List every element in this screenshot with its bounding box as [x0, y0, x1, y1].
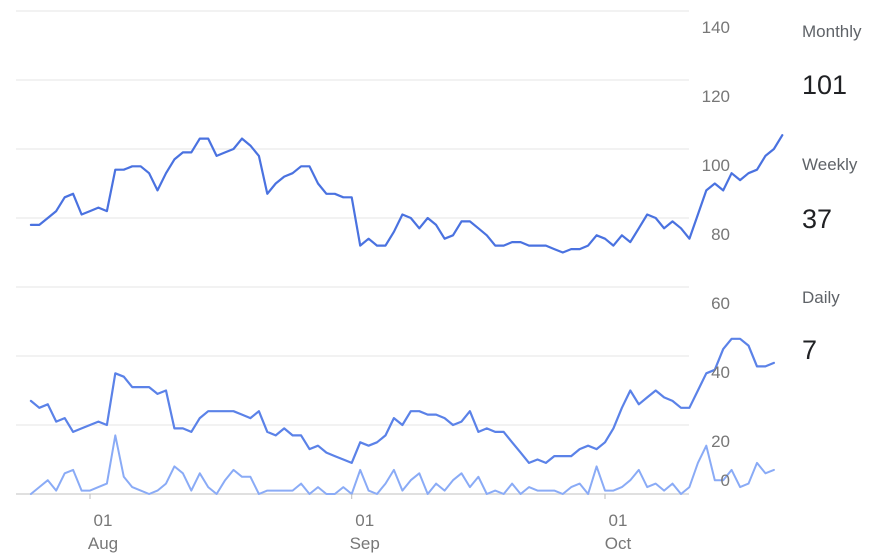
weekly-value: 37	[802, 204, 833, 234]
grid	[16, 10, 689, 495]
weekly-label: Weekly	[802, 155, 858, 174]
y-tick-label: 120	[702, 87, 730, 106]
x-tick-day: 01	[609, 511, 628, 530]
daily-value: 7	[802, 335, 818, 365]
x-tick-month: Aug	[88, 534, 118, 553]
series-lines	[29, 134, 784, 495]
x-tick-month: Oct	[605, 534, 632, 553]
daily-label: Daily	[802, 288, 840, 307]
y-tick-label: 20	[711, 432, 730, 451]
stats-panel: Monthly 101 Weekly 37 Daily 7	[802, 0, 893, 557]
x-axis: 01 Aug 01 Sep 01 Oct	[88, 494, 632, 553]
y-tick-label: 80	[711, 225, 730, 244]
y-tick-label: 0	[721, 471, 730, 490]
x-tick-month: Sep	[350, 534, 380, 553]
monthly-value: 101	[802, 70, 848, 100]
series-line-monthly	[29, 134, 784, 254]
y-tick-label: 100	[702, 156, 730, 175]
y-tick-label: 40	[711, 363, 730, 382]
x-tick-day: 01	[355, 511, 374, 530]
y-tick-label: 140	[702, 18, 730, 37]
series-line-weekly	[29, 337, 776, 464]
monthly-label: Monthly	[802, 22, 862, 41]
y-tick-label: 60	[711, 294, 730, 313]
series-line-daily	[29, 434, 775, 495]
x-tick-day: 01	[94, 511, 113, 530]
y-axis: 140 120 100 80 60 40 20 0	[702, 18, 730, 490]
